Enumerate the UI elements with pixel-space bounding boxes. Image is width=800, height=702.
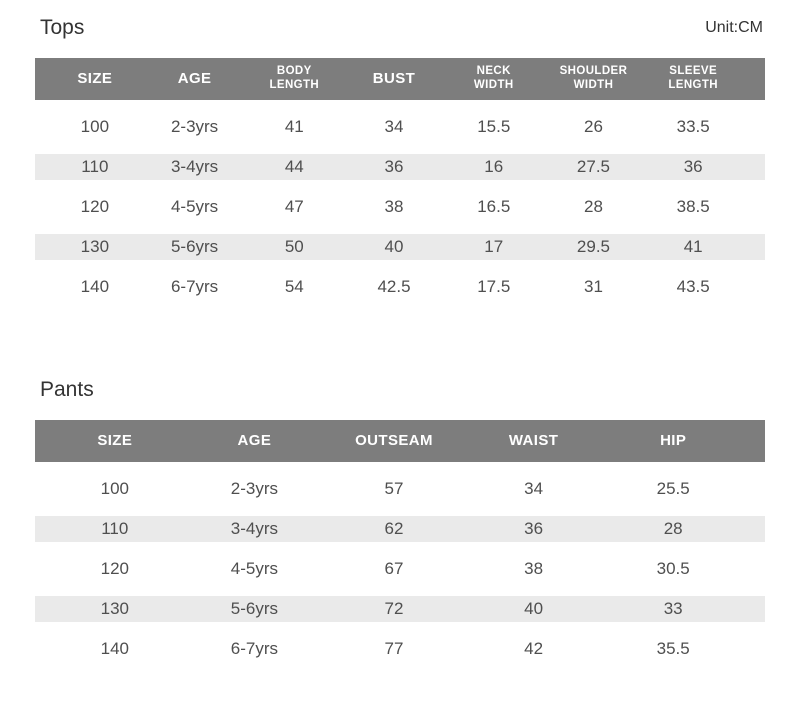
table-cell: 6-7yrs (170, 277, 219, 296)
table-cell: 29.5 (576, 237, 610, 256)
table-cell: 28 (663, 519, 683, 538)
table-cell: 36 (524, 519, 544, 538)
tops-title: Tops (40, 16, 85, 39)
pants-header-row: SIZE AGE OUTSEAM WAIST HIP (35, 420, 765, 462)
table-cell: 47 (284, 197, 304, 216)
table-cell: 36 (683, 157, 703, 176)
table-cell: 3-4yrs (230, 519, 278, 538)
table-cell: 35.5 (656, 639, 690, 658)
column-header: AGE (177, 70, 212, 87)
pants-section: Pants SIZE AGE OUTSEAM WAIST HIP 100 2-3yrs 57… (0, 372, 800, 662)
tops-table: SIZE AGE BODY LENGTH BUST NECK WIDTH SHOULDER… (35, 58, 765, 300)
table-cell: 4-5yrs (170, 197, 219, 216)
table-cell: 140 (80, 277, 110, 296)
table-cell: 34 (524, 479, 544, 498)
table-cell: 36 (384, 157, 404, 176)
tops-header-row: SIZE AGE BODY LENGTH BUST NECK WIDTH SHOULDER… (35, 58, 765, 100)
table-cell: 50 (284, 237, 304, 256)
table-cell: 54 (284, 277, 304, 296)
table-cell: 77 (384, 639, 404, 658)
column-header: BODY LENGTH (269, 65, 320, 91)
column-header: SIZE (97, 432, 133, 449)
column-header: SLEEVE LENGTH (668, 65, 719, 91)
table-cell: 5-6yrs (230, 599, 278, 618)
table-cell: 2-3yrs (170, 117, 219, 136)
table-cell: 110 (101, 519, 129, 538)
table-cell: 33 (663, 599, 683, 618)
table-row: 140 6-7yrs 77 42 35.5 (35, 636, 765, 662)
table-row: 100 2-3yrs 57 34 25.5 (35, 476, 765, 502)
table-cell: 40 (524, 599, 544, 618)
table-cell: 30.5 (656, 559, 690, 578)
table-cell: 28 (583, 197, 603, 216)
table-cell: 120 (100, 559, 129, 578)
table-row: 110 3-4yrs 62 36 28 (35, 516, 765, 542)
table-cell: 42 (524, 639, 544, 658)
table-cell: 130 (80, 237, 110, 256)
table-cell: 5-6yrs (170, 237, 219, 256)
column-header: WAIST (508, 432, 559, 449)
column-header: BUST (372, 70, 416, 87)
size-chart-page: Tops Unit:CM SIZE AGE BODY LENGTH BUST NECK … (0, 0, 800, 662)
pants-title: Pants (40, 378, 94, 401)
table-cell: 43.5 (676, 277, 710, 296)
pants-table: SIZE AGE OUTSEAM WAIST HIP 100 2-3yrs 57 34 25.5… (35, 420, 765, 662)
table-cell: 140 (100, 639, 129, 658)
table-row: 120 4-5yrs 67 38 30.5 (35, 556, 765, 582)
unit-label: Unit:CM (705, 19, 763, 36)
table-cell: 38.5 (676, 197, 710, 216)
tops-section-header: Tops Unit:CM (0, 10, 800, 38)
table-cell: 38 (524, 559, 544, 578)
table-row: 100 2-3yrs 41 34 15.5 26 33.5 (35, 114, 765, 140)
table-cell: 120 (80, 197, 110, 216)
table-cell: 17.5 (477, 277, 511, 296)
table-cell: 34 (384, 117, 404, 136)
table-cell: 16 (484, 157, 504, 176)
table-cell: 26 (583, 117, 603, 136)
table-cell: 6-7yrs (230, 639, 278, 658)
column-header: AGE (237, 432, 272, 449)
table-cell: 41 (683, 237, 703, 256)
table-cell: 130 (100, 599, 129, 618)
table-cell: 40 (384, 237, 404, 256)
column-header: SHOULDER WIDTH (559, 65, 628, 91)
table-cell: 17 (484, 237, 504, 256)
table-row: 130 5-6yrs 50 40 17 29.5 41 (35, 234, 765, 260)
table-cell: 15.5 (477, 117, 511, 136)
table-row: 140 6-7yrs 54 42.5 17.5 31 43.5 (35, 274, 765, 300)
table-cell: 100 (80, 117, 110, 136)
column-header: OUTSEAM (355, 432, 433, 449)
table-cell: 67 (384, 559, 404, 578)
table-cell: 33.5 (676, 117, 710, 136)
table-cell: 27.5 (576, 157, 610, 176)
column-header: HIP (660, 432, 687, 449)
table-cell: 3-4yrs (170, 157, 219, 176)
table-cell: 42.5 (377, 277, 411, 296)
pants-body: 100 2-3yrs 57 34 25.5 110 3-4yrs 62 36 28 120 4-5yr… (35, 476, 765, 662)
table-cell: 44 (284, 157, 304, 176)
table-cell: 62 (384, 519, 404, 538)
table-cell: 25.5 (656, 479, 690, 498)
tops-body: 100 2-3yrs 41 34 15.5 26 33.5 110 3-4yrs 44 36 16 27… (35, 114, 765, 300)
table-cell: 31 (583, 277, 603, 296)
table-cell: 110 (81, 157, 109, 176)
table-cell: 100 (100, 479, 129, 498)
table-cell: 16.5 (477, 197, 511, 216)
table-cell: 38 (384, 197, 404, 216)
table-row: 110 3-4yrs 44 36 16 27.5 36 (35, 154, 765, 180)
table-cell: 41 (284, 117, 304, 136)
table-row: 120 4-5yrs 47 38 16.5 28 38.5 (35, 194, 765, 220)
column-header: SIZE (77, 70, 113, 87)
tops-section: Tops Unit:CM SIZE AGE BODY LENGTH BUST NECK … (0, 0, 800, 300)
table-cell: 2-3yrs (230, 479, 278, 498)
table-row: 130 5-6yrs 72 40 33 (35, 596, 765, 622)
table-cell: 72 (384, 599, 404, 618)
table-cell: 57 (384, 479, 404, 498)
table-cell: 4-5yrs (230, 559, 278, 578)
pants-section-header: Pants (0, 372, 800, 400)
column-header: NECK WIDTH (473, 65, 514, 91)
